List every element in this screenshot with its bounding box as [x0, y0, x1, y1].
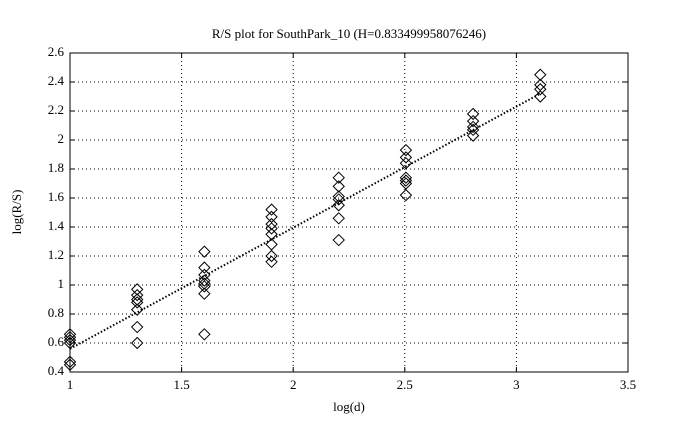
point	[332, 180, 345, 193]
point	[399, 188, 413, 202]
y-tick-label: 1.2	[48, 247, 64, 262]
x-axis-label: log(d)	[333, 399, 365, 414]
point	[265, 255, 278, 269]
point	[63, 355, 77, 369]
point	[63, 336, 77, 350]
point	[332, 193, 345, 206]
point	[130, 288, 144, 302]
point	[198, 261, 211, 274]
point	[399, 156, 413, 170]
point	[198, 287, 211, 300]
point	[265, 222, 278, 235]
y-tick-label: 1.6	[48, 189, 65, 204]
point	[63, 328, 77, 341]
point	[198, 245, 211, 258]
point	[466, 107, 480, 121]
y-tick-label: 1	[58, 276, 65, 291]
point	[466, 114, 480, 128]
fit-line	[69, 92, 541, 350]
point	[130, 320, 144, 334]
point	[332, 171, 345, 184]
point	[265, 203, 278, 216]
point	[63, 358, 77, 371]
point	[534, 78, 547, 92]
chart-title: R/S plot for SouthPark_10 (H=0.833499958…	[212, 26, 486, 41]
point	[332, 233, 345, 247]
point	[198, 274, 211, 287]
y-tick-label: 1.8	[48, 160, 64, 175]
y-axis-label: log(R/S)	[9, 190, 24, 235]
point	[198, 328, 211, 341]
y-tick-label: 2	[58, 131, 65, 146]
point	[399, 174, 413, 187]
x-tick-label: 2	[290, 377, 297, 392]
point	[130, 283, 144, 296]
point	[534, 90, 547, 103]
point	[466, 129, 480, 142]
point	[399, 151, 413, 164]
point	[466, 123, 480, 137]
point	[265, 249, 278, 263]
point	[130, 296, 144, 309]
y-tick-label: 1.4	[48, 218, 65, 233]
x-tick-label: 1.5	[173, 377, 189, 392]
point	[534, 68, 547, 81]
point	[332, 199, 345, 212]
y-tick-label: 2.6	[48, 44, 65, 59]
point	[332, 190, 345, 203]
y-tick-label: 0.4	[48, 363, 65, 378]
x-tick-label: 3	[513, 377, 520, 392]
x-tick-label: 1	[67, 377, 74, 392]
point	[63, 330, 77, 344]
point	[399, 143, 413, 157]
point	[265, 210, 278, 224]
point	[332, 212, 345, 225]
point	[534, 83, 547, 96]
point	[198, 280, 211, 293]
point	[265, 217, 278, 231]
point	[466, 120, 480, 134]
y-tick-label: 0.6	[48, 334, 65, 349]
point	[265, 228, 278, 241]
point	[399, 171, 413, 184]
point	[130, 303, 144, 316]
x-tick-label: 3.5	[620, 377, 636, 392]
point	[130, 293, 144, 306]
plot-frame	[69, 52, 629, 373]
y-tick-label: 2.4	[48, 73, 65, 88]
point	[130, 336, 144, 350]
x-tick-label: 2.5	[397, 377, 413, 392]
y-tick-label: 2.2	[48, 102, 64, 117]
point	[198, 277, 211, 290]
point	[63, 333, 77, 347]
y-tick-label: 0.8	[48, 305, 64, 320]
